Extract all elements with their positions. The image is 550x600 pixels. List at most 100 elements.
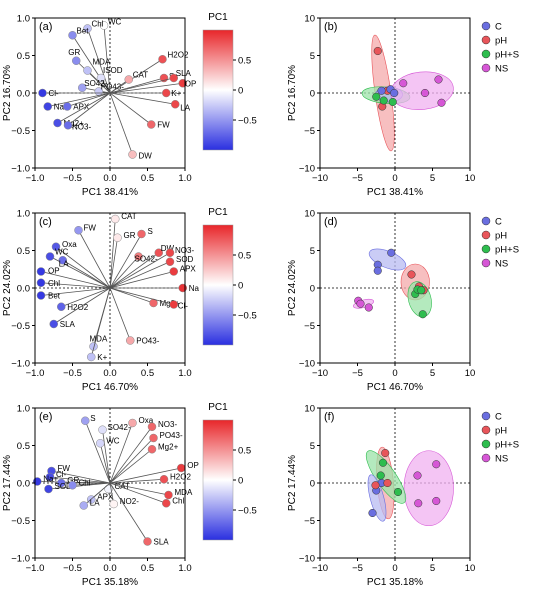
panel-label: (f) (324, 411, 334, 423)
loading-arrow (99, 443, 111, 484)
x-axis-label: PC1 46.70% (82, 382, 138, 393)
loading-arrow (78, 230, 111, 289)
legend-label: C (495, 22, 502, 33)
colorbar-title: PC1 (208, 207, 228, 218)
variable-label: SOD (55, 482, 73, 491)
loading-arrow (109, 256, 139, 289)
legend: CpH pH+S NS (481, 217, 519, 270)
y-tick-label: −1.0 (11, 553, 30, 564)
loading-arrow (109, 218, 116, 289)
colorbar-tick-label: 0.5 (238, 445, 251, 456)
loading-arrow (90, 287, 111, 358)
x-tick-label: 10 (465, 368, 476, 379)
variable-label: K+ (171, 89, 181, 98)
variable-label: Chl (79, 478, 91, 487)
legend-label: NS (495, 259, 508, 270)
variable-label: GR (67, 476, 79, 485)
x-axis-label: PC1 46.70% (367, 382, 423, 393)
colorbar-gradient (202, 29, 234, 151)
variable-label: OP (48, 267, 60, 276)
variable-label: MDA (90, 335, 108, 344)
variable-label: S (90, 414, 95, 423)
loading-arrow (109, 422, 133, 484)
loading-arrow (109, 92, 152, 125)
score-point-pHplusS (418, 310, 427, 319)
loading-point (113, 233, 122, 242)
score-point-C (373, 266, 382, 275)
panel-label: (c) (39, 216, 52, 228)
y-tick-label: 1.0 (17, 208, 30, 219)
variable-label: Na (189, 284, 200, 293)
x-tick-label: 1.0 (178, 173, 191, 184)
x-tick-label: −0.5 (63, 368, 82, 379)
loading-point (147, 422, 157, 431)
loading-point (57, 478, 66, 488)
loading-point (169, 300, 178, 309)
score-point-pHplusS (379, 96, 388, 105)
score-point-pHplusS (388, 97, 397, 107)
loading-point (147, 445, 157, 454)
score-point-NS (432, 496, 441, 506)
variable-label: WC (108, 18, 122, 27)
y-tick-label: 0.0 (17, 283, 30, 294)
panel-label: (b) (324, 21, 337, 33)
variable-label: APX (180, 265, 197, 274)
loading-point (74, 226, 83, 235)
loading-point (83, 24, 92, 33)
loading-arrow (87, 28, 111, 94)
loading-point (128, 418, 137, 428)
loading-point (165, 248, 175, 257)
loading-point (164, 490, 173, 500)
y-axis-label: PC2 16.70% (287, 65, 298, 121)
loading-arrow (109, 478, 165, 484)
legend-marker-pH (481, 425, 491, 435)
loading-arrow (109, 82, 183, 94)
loading-point (68, 481, 77, 490)
loading-arrow (103, 25, 111, 94)
variable-label: Chl (172, 496, 184, 505)
loading-arrow (109, 92, 133, 155)
loading-point (63, 121, 73, 130)
loading-arrow (57, 92, 111, 124)
variable-label: LA (59, 259, 69, 268)
variable-label: Mg2+ (158, 442, 179, 451)
loading-point (149, 433, 158, 443)
x-tick-label: 10 (465, 563, 476, 574)
legend-label: pH (495, 36, 507, 47)
y-tick-label: −5 (304, 321, 315, 332)
score-point-NS (364, 303, 373, 312)
score-point-C (390, 88, 399, 98)
y-tick-label: 0 (310, 478, 315, 489)
loading-point (51, 242, 61, 251)
x-tick-label: 5 (430, 368, 435, 379)
y-tick-label: 10 (304, 208, 315, 219)
colorbar-tick-label: 0 (238, 280, 243, 291)
score-point-pHplusS (378, 458, 388, 467)
variable-label: K+ (97, 353, 107, 362)
variable-label: Cl- (49, 89, 60, 98)
y-axis-label: PC2 17.44% (287, 455, 298, 511)
x-tick-label: 0 (392, 563, 397, 574)
variable-label: Chl (48, 279, 60, 288)
loading-point (72, 56, 81, 65)
y-axis-label: PC2 17.44% (2, 455, 13, 511)
loading-arrow (109, 467, 182, 484)
loading-point (53, 118, 62, 128)
loading-point (169, 267, 178, 276)
loading-point (111, 214, 120, 224)
panel-f: −10 −5 0 5 10 −10 −5 0 5 10 PC1 35.18% PC2 17.44% (f… (287, 403, 475, 588)
score-point-C (377, 86, 386, 95)
loading-point (177, 463, 186, 473)
y-tick-label: 1.0 (17, 403, 30, 414)
variable-label: H2O2 (67, 303, 88, 312)
loading-arrow (109, 261, 171, 289)
score-point-pH (407, 270, 416, 279)
loading-arrow (72, 35, 111, 94)
loading-arrow (109, 287, 131, 341)
loading-point (81, 416, 90, 425)
loading-point (58, 256, 67, 265)
x-tick-label: 10 (465, 173, 476, 184)
loading-point (158, 55, 167, 64)
x-tick-label: −10 (312, 563, 328, 574)
confidence-ellipse-C (368, 248, 407, 271)
